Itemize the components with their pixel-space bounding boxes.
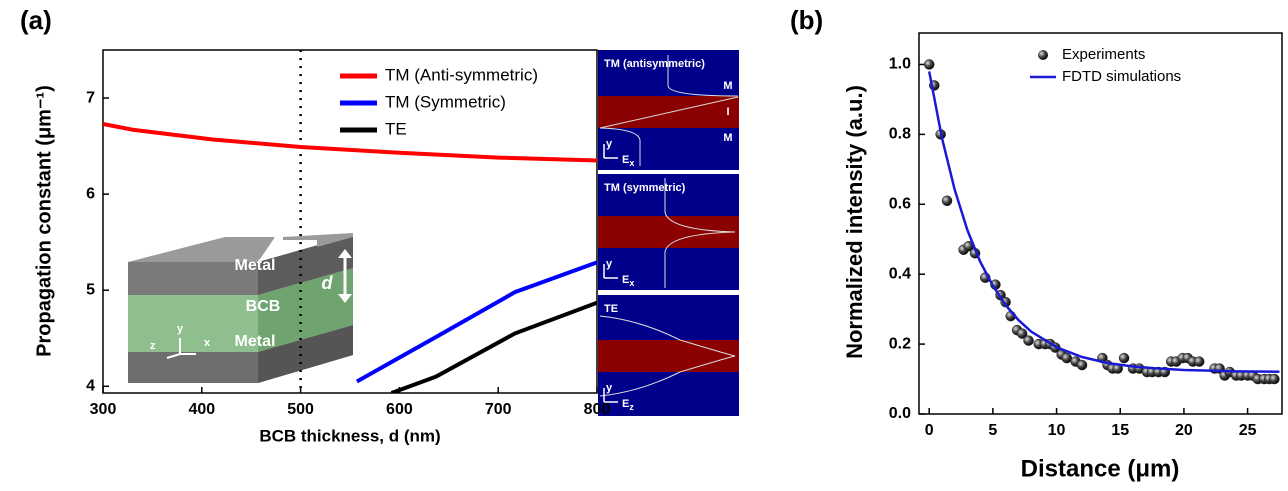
inset-label: Metal [235,257,276,274]
legend-label: TM (Anti-symmetric) [385,65,538,84]
y-tick-label: 5 [86,281,95,298]
mode-axis: y [606,138,613,150]
legend-label: FDTD simulations [1062,68,1181,85]
y-tick-label: 1.0 [889,56,911,73]
data-point [1076,359,1088,371]
x-axis-label: BCB thickness, d (nm) [259,426,440,445]
series-line [390,300,597,393]
inset-structure [128,233,353,383]
y-tick-label: 0.0 [889,405,911,422]
x-tick-label: 700 [485,401,512,418]
x-tick-label: 0 [925,422,934,439]
inset-label: d [322,273,334,293]
data-point [1269,373,1280,385]
field-symbol: E [622,274,629,286]
series-line [355,260,597,384]
inset-label: Metal [235,333,276,350]
legend-label: Experiments [1062,46,1145,63]
data-point [1118,352,1130,364]
mode-field: Ex [622,274,634,288]
plot-frame [102,49,598,394]
y-tick-label: 0.2 [889,335,911,352]
mode-panels [598,50,739,416]
x-tick-label: 500 [287,401,314,418]
y-tick-label: 4 [86,377,95,394]
layer-label: M [723,80,732,92]
inset-label: x [204,337,211,349]
field-symbol: E [622,154,629,166]
inset-label: z [150,340,156,352]
x-tick-label: 800 [584,401,611,418]
series-line [103,122,597,163]
x-tick-label: 400 [188,401,215,418]
inset-label: BCB [246,298,281,315]
mode-field: Ez [622,398,634,412]
y-tick-label: 6 [86,185,95,202]
mode-axis: y [606,382,613,394]
x-tick-label: 300 [90,401,117,418]
x-tick-label: 5 [988,422,997,439]
x-tick-label: 20 [1175,422,1193,439]
field-subscript: x [629,278,634,288]
x-axis-label: Distance (μm) [1021,455,1180,482]
y-tick-label: 0.6 [889,195,911,212]
x-tick-label: 600 [386,401,413,418]
mode-title: TM (antisymmetric) [604,58,705,70]
inset-label: y [177,323,184,335]
mode-field: Ex [622,154,634,168]
y-axis-label: Normalized intensity (a.u.) [842,85,867,359]
data-point [1061,352,1072,364]
layer-label: M [723,132,732,144]
y-tick-label: 0.4 [889,265,911,282]
mode-title: TM (symmetric) [604,182,686,194]
data-point [941,195,953,207]
y-axis-label: Propagation constant (μm⁻¹) [33,85,55,357]
field-symbol: E [622,398,629,410]
data-point [1193,356,1205,367]
legend-label: TM (Symmetric) [385,92,506,111]
y-tick-label: 0.8 [889,126,911,143]
y-tick-label: 7 [86,89,95,106]
x-tick-label: 15 [1111,422,1129,439]
x-tick-label: 10 [1048,422,1066,439]
data-point [1016,328,1028,339]
field-subscript: x [629,158,634,168]
mode-title: TE [604,303,618,315]
data-point [923,59,935,70]
legend-label: TE [385,119,407,138]
inset-labels: Metal BCB Metal d y z x [150,257,334,352]
panel-label: (a) [20,5,52,35]
plot-frame [918,32,1283,415]
mode-axis: y [606,258,613,270]
data-point [1023,335,1034,346]
series-line [927,71,1280,373]
field-subscript: z [629,402,634,412]
panel-label: (b) [790,5,823,35]
x-tick-label: 25 [1239,422,1257,439]
legend-swatch [1038,50,1048,60]
layer-label: I [726,106,729,118]
